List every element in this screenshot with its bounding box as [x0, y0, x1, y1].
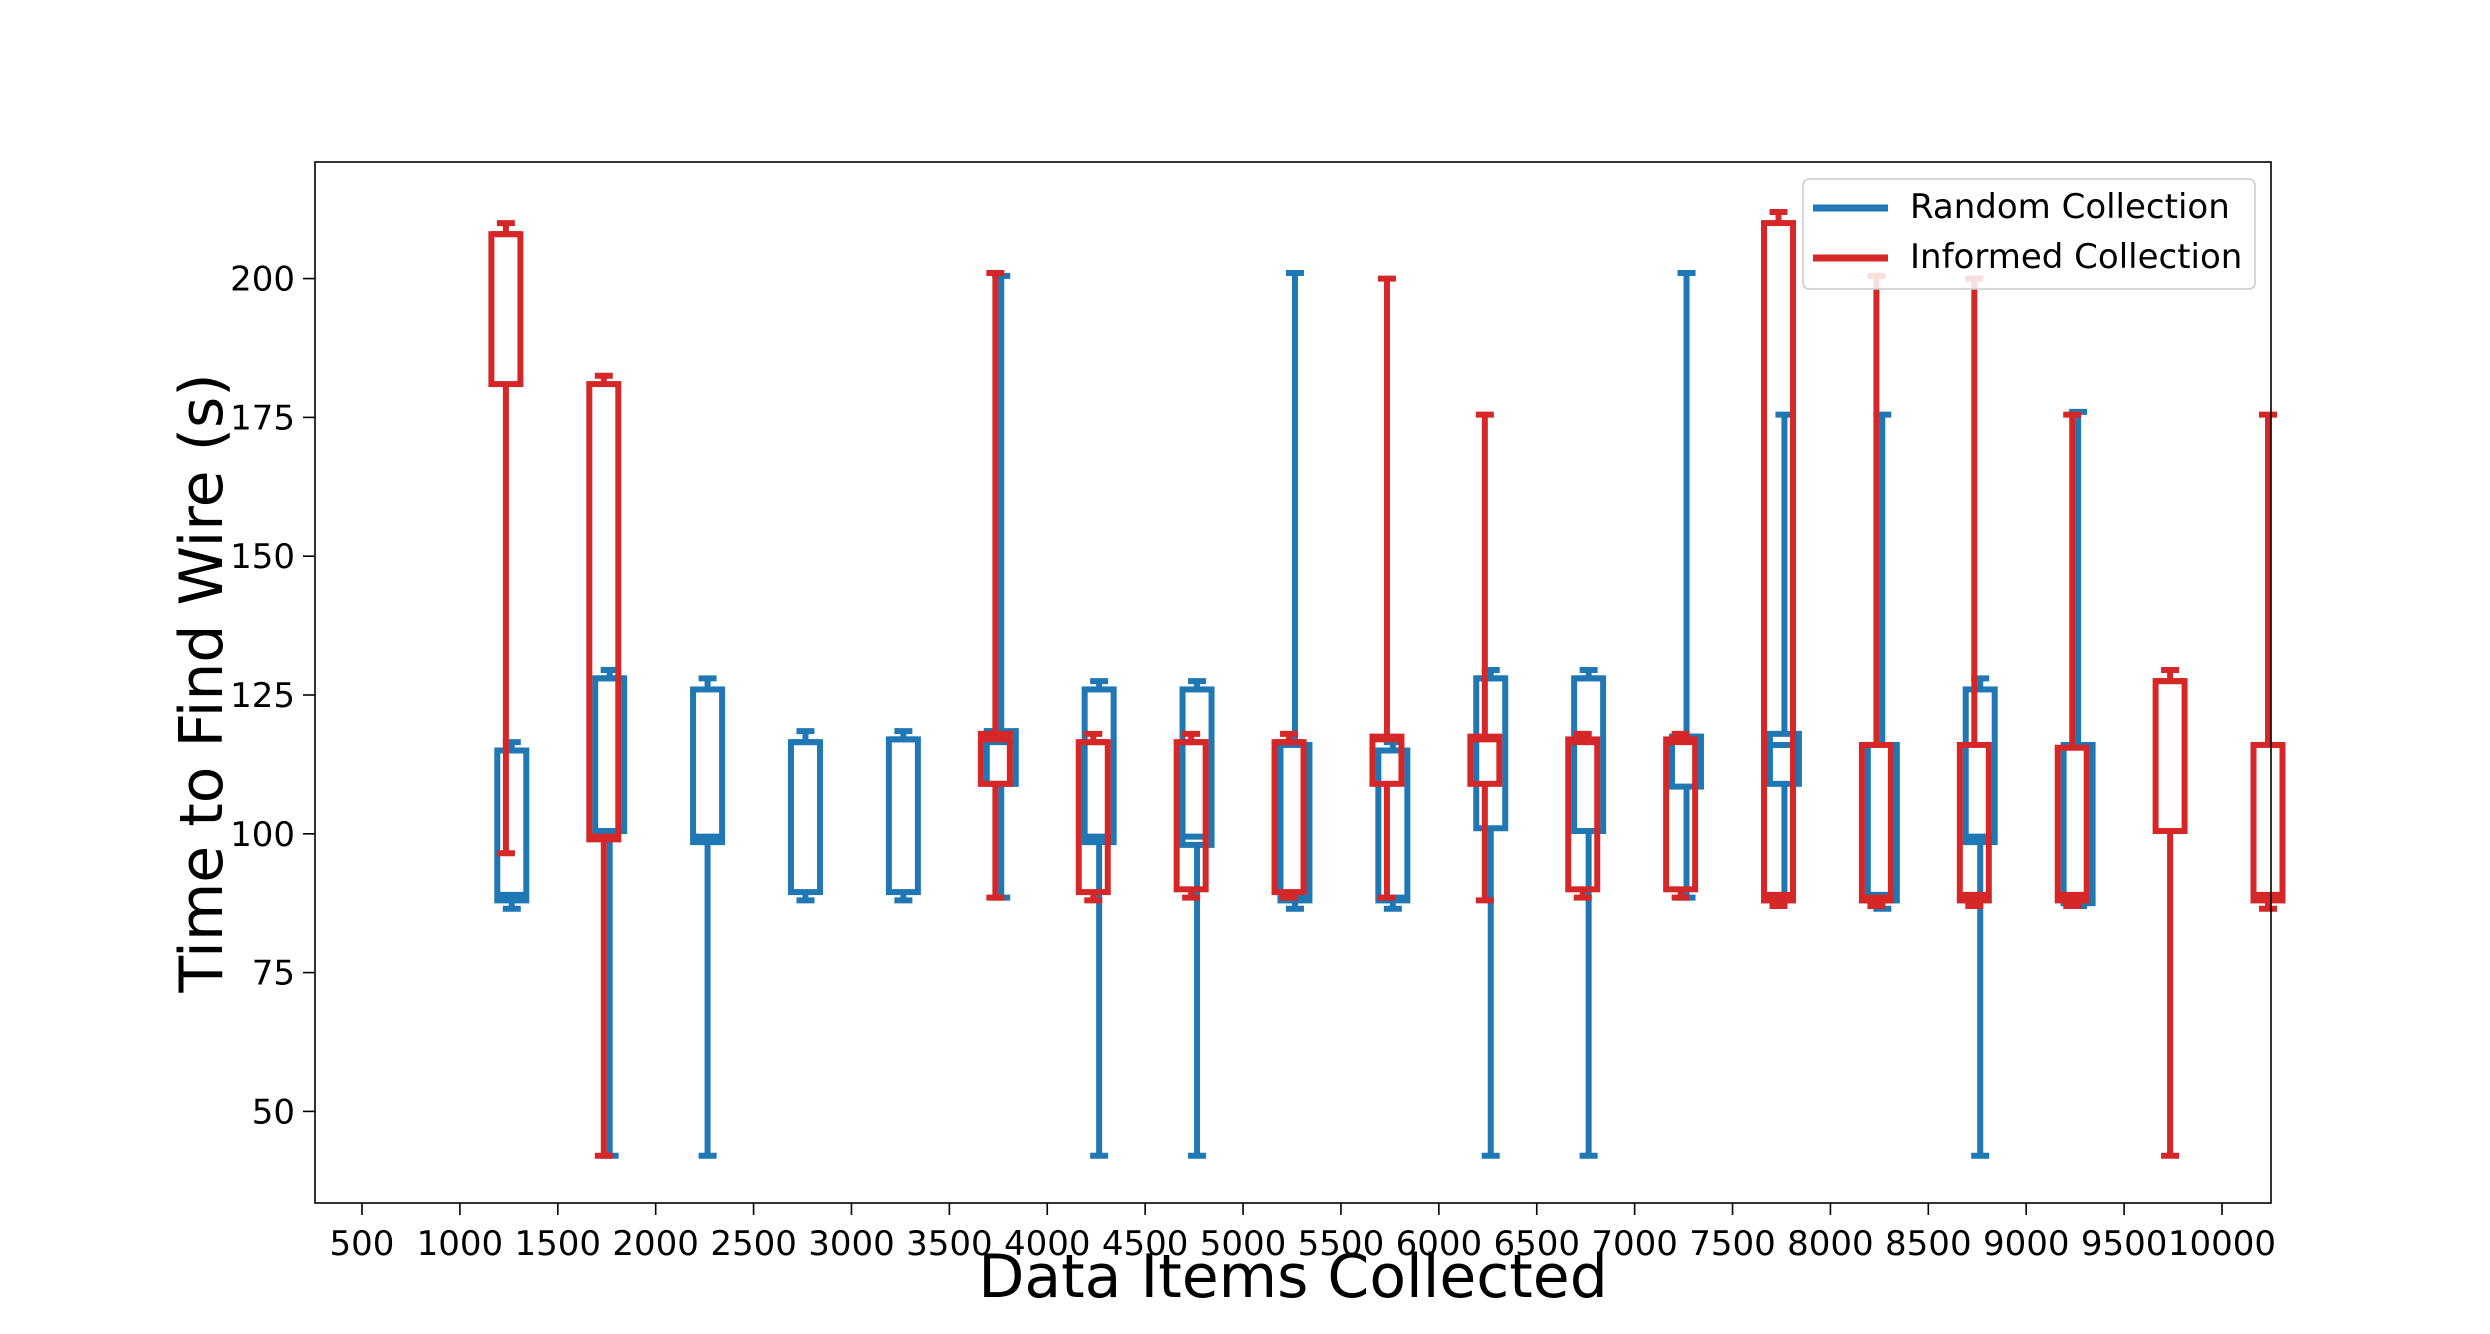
- x-tick-label: 1500: [515, 1224, 602, 1264]
- y-tick-label: 100: [230, 815, 295, 855]
- x-axis: 500 1000 1500 2000 2500 3000 3500 4000 4500 5000 5…: [330, 1203, 2276, 1264]
- box-informed-5000: [1271, 730, 1307, 901]
- x-tick-label: 5000: [1200, 1224, 1287, 1264]
- box-informed-9000: [2054, 411, 2090, 909]
- box-iqr: [2250, 741, 2286, 904]
- x-tick-label: 10000: [2168, 1224, 2276, 1264]
- box-iqr: [885, 736, 921, 896]
- y-tick-label: 125: [230, 676, 295, 716]
- plot-frame: [314, 161, 2272, 1204]
- legend-box: [1802, 178, 2256, 290]
- x-tick-label: 6000: [1396, 1224, 1483, 1264]
- box-informed-5500: [1369, 275, 1405, 901]
- box-iqr: [1081, 686, 1117, 846]
- box-iqr: [1956, 741, 1992, 904]
- x-tick-label: 4500: [1102, 1224, 1189, 1264]
- x-tick-label: 3000: [808, 1224, 895, 1264]
- legend-label-random: Random Collection: [1910, 187, 2230, 227]
- box-informed-1000: [488, 220, 524, 857]
- box-informed-10000: [2250, 411, 2286, 912]
- box-informed-6000: [1467, 411, 1503, 904]
- box-iqr: [494, 747, 530, 904]
- box-random-2500: [690, 675, 726, 1159]
- box-random-7000: [1571, 667, 1607, 1159]
- y-axis-label: Time to Find Wire (s): [167, 373, 237, 993]
- x-tick-label: 6500: [1493, 1224, 1580, 1264]
- box-iqr: [787, 739, 823, 896]
- box-informed-7500: [1761, 208, 1797, 909]
- x-tick-label: 500: [330, 1224, 395, 1264]
- x-tick-label: 5500: [1298, 1224, 1385, 1264]
- y-tick-label: 50: [252, 1092, 295, 1132]
- x-tick-label: 2500: [710, 1224, 797, 1264]
- y-tick-label: 200: [230, 260, 295, 300]
- boxes-layer: [488, 208, 2286, 1159]
- y-tick-label: 175: [230, 398, 295, 438]
- box-informed-3500: [977, 270, 1013, 901]
- box-random-4000: [983, 272, 1019, 901]
- box-informed-9500: [2152, 667, 2188, 1159]
- x-tick-label: 9000: [1983, 1224, 2070, 1264]
- x-tick-label: 4000: [1004, 1224, 1091, 1264]
- box-random-3000: [787, 728, 823, 904]
- y-axis: 50 75 100 125 150 175 200: [230, 260, 315, 1132]
- box-informed-6500: [1565, 730, 1601, 901]
- x-tick-label: 8000: [1787, 1224, 1874, 1264]
- y-tick-label: 75: [252, 954, 295, 994]
- y-tick-label: 150: [230, 537, 295, 577]
- x-tick-label: 7000: [1591, 1224, 1678, 1264]
- box-iqr: [488, 231, 524, 388]
- box-random-1500: [494, 739, 530, 912]
- box-informed-4000: [1075, 730, 1111, 904]
- x-axis-label: Data Items Collected: [978, 1242, 1608, 1312]
- x-tick-label: 3500: [906, 1224, 993, 1264]
- box-iqr: [1761, 220, 1797, 904]
- box-iqr: [1179, 686, 1215, 848]
- box-informed-1500: [586, 372, 622, 1159]
- box-informed-7000: [1663, 730, 1699, 901]
- box-iqr: [977, 730, 1013, 787]
- box-iqr: [2054, 744, 2090, 904]
- x-tick-label: 7500: [1689, 1224, 1776, 1264]
- legend: Random Collection Informed Collection: [1802, 178, 2256, 290]
- box-random-3500: [885, 728, 921, 904]
- legend-label-informed: Informed Collection: [1910, 237, 2242, 277]
- x-tick-label: 9500: [2081, 1224, 2168, 1264]
- box-iqr: [2152, 678, 2188, 835]
- box-iqr: [1766, 730, 1802, 787]
- x-tick-label: 2000: [612, 1224, 699, 1264]
- x-tick-label: 1000: [417, 1224, 504, 1264]
- box-iqr: [1962, 686, 1998, 846]
- box-informed-4500: [1173, 730, 1209, 901]
- box-iqr: [690, 686, 726, 846]
- x-tick-label: 8500: [1885, 1224, 1972, 1264]
